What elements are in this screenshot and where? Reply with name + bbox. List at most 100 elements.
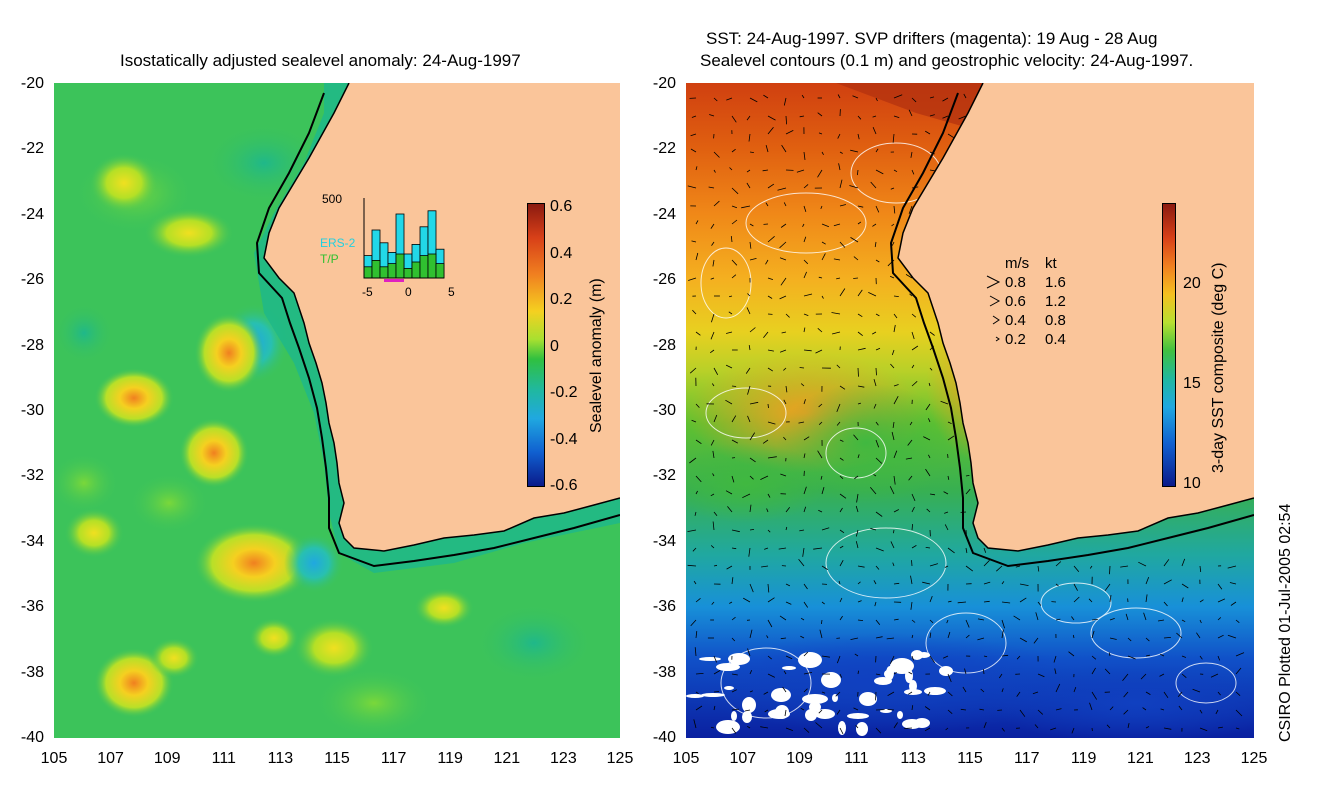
velocity-arrow: [713, 564, 718, 567]
velocity-arrow: [687, 564, 697, 567]
velocity-arrow: [911, 493, 916, 502]
velocity-arrow: [869, 487, 877, 495]
velocity-arrow: [800, 617, 805, 621]
velocity-arrow: [818, 509, 823, 513]
legend-ms-0: 0.8: [1005, 274, 1026, 291]
velocity-arrow: [1109, 595, 1112, 603]
legend-kt-2: 0.8: [1045, 312, 1066, 329]
cloud-patch: [771, 688, 791, 702]
velocity-arrow: [929, 655, 936, 663]
velocity-arrow: [857, 331, 863, 337]
velocity-arrow: [1217, 598, 1226, 603]
velocity-arrow: [1235, 727, 1240, 730]
cloud-patch: [905, 669, 913, 683]
velocity-arrow: [1109, 706, 1114, 711]
velocity-arrow: [911, 560, 913, 567]
tp-bar: [371, 260, 381, 279]
velocity-arrow: [803, 436, 810, 441]
velocity-arrow: [893, 94, 903, 99]
cloud-patch: [724, 686, 734, 690]
velocity-arrow: [965, 565, 974, 572]
velocity-arrow: [925, 547, 931, 549]
velocity-arrow: [905, 274, 913, 279]
legend-arrow-glyphs: [986, 275, 1001, 342]
velocity-arrow: [767, 421, 776, 425]
legend-header-kt: kt: [1045, 255, 1057, 272]
velocity-arrow: [725, 364, 733, 369]
velocity-arrow: [761, 565, 769, 568]
velocity-arrow: [853, 434, 859, 441]
cloud-patch: [909, 680, 917, 692]
velocity-arrow: [1016, 655, 1021, 660]
velocity-arrow: [904, 727, 913, 729]
velocity-arrow: [911, 381, 918, 387]
velocity-arrow: [728, 295, 733, 298]
velocity-arrow: [875, 439, 880, 448]
velocity-arrow: [889, 275, 895, 279]
velocity-arrow: [837, 133, 841, 139]
sealevel-cb-tick: 0.2: [550, 291, 573, 308]
velocity-arrow: [839, 507, 843, 513]
velocity-arrow: [852, 95, 859, 99]
velocity-arrow: [857, 347, 866, 351]
velocity-arrow: [742, 493, 751, 499]
velocity-arrow: [891, 349, 895, 356]
tp-bar: [363, 266, 373, 279]
velocity-arrow: [1181, 619, 1186, 623]
velocity-arrow: [911, 705, 914, 711]
velocity-arrow: [889, 486, 895, 495]
velocity-arrow: [983, 560, 990, 567]
velocity-arrow: [695, 705, 703, 711]
cloud-patch: [902, 719, 922, 729]
sst-cb-tick: 15: [1183, 375, 1201, 392]
cloud-patch: [856, 722, 868, 736]
velocity-arrow: [857, 565, 865, 568]
velocity-arrow: [1230, 601, 1237, 606]
velocity-arrow: [944, 565, 949, 568]
velocity-arrow: [1160, 653, 1165, 657]
velocity-arrow: [833, 223, 841, 227]
velocity-arrow: [821, 486, 825, 495]
velocity-arrow: [785, 385, 788, 393]
velocity-arrow: [764, 709, 769, 713]
sst-map[interactable]: [686, 83, 1254, 738]
velocity-arrow: [712, 473, 715, 477]
velocity-arrow: [1163, 727, 1172, 730]
velocity-arrow: [1091, 619, 1098, 621]
velocity-arrow: [928, 418, 931, 423]
velocity-arrow: [711, 601, 715, 605]
velocity-arrow: [710, 331, 715, 340]
velocity-arrow: [821, 691, 826, 694]
tp-bar: [403, 268, 413, 279]
velocity-arrow: [909, 421, 913, 426]
velocity-arrow: [835, 691, 841, 697]
right-lat-tick: -38: [652, 663, 676, 681]
velocity-arrow: [1145, 691, 1151, 695]
velocity-arrow: [1229, 582, 1237, 585]
tp-bar: [395, 253, 405, 279]
velocity-arrow: [709, 114, 715, 117]
velocity-arrow: [741, 205, 751, 209]
velocity-arrow: [767, 403, 769, 409]
velocity-arrow: [942, 97, 949, 102]
right-panel-title-line1: SST: 24-Aug-1997. SVP drifters (magenta)…: [706, 29, 1158, 48]
velocity-arrow: [731, 148, 736, 153]
velocity-arrow: [778, 547, 787, 550]
velocity-arrow: [1055, 583, 1059, 587]
tp-bar: [419, 255, 429, 279]
legend-tp: T/P: [320, 252, 339, 266]
velocity-arrow: [803, 205, 807, 213]
sealevel-anomaly-map[interactable]: [54, 83, 620, 738]
velocity-arrow: [1123, 709, 1129, 715]
velocity-arrow: [687, 185, 697, 189]
velocity-arrow: [803, 184, 809, 189]
velocity-arrow: [749, 241, 752, 249]
velocity-arrow: [911, 97, 917, 103]
velocity-arrow: [1181, 673, 1187, 679]
velocity-arrow: [785, 130, 794, 135]
velocity-arrow: [839, 385, 846, 390]
velocity-arrow: [1160, 708, 1165, 711]
velocity-arrow: [1120, 565, 1129, 568]
velocity-arrow: [887, 709, 895, 711]
cloud-patch: [775, 705, 789, 719]
